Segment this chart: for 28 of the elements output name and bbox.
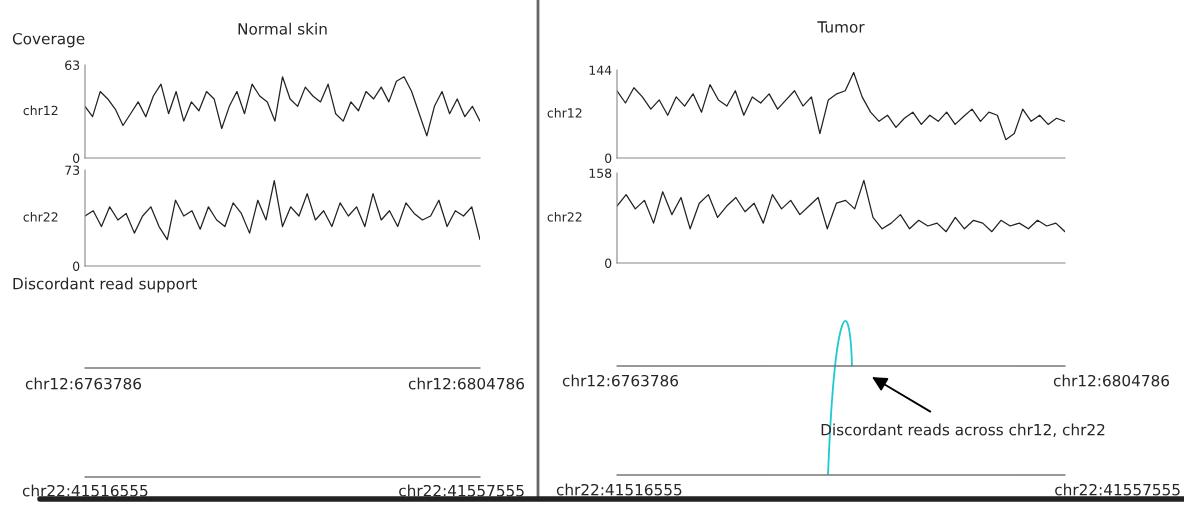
y-tick-label: 0 [73,153,80,163]
text: Coverage [12,32,85,48]
y-tick-label: 0 [605,153,612,163]
text: chr12:6763786 [25,377,142,390]
text: chr22:41557555 [1055,483,1180,496]
line-series [85,76,480,137]
text: chr12:6804786 [408,377,525,390]
chart-title: Tumor [817,21,865,33]
line-series [85,179,480,241]
y-tick-label: 144 [589,65,612,75]
line-series [617,71,1065,141]
y-tick-label: 158 [589,168,612,178]
text: chr22:41516555 [22,484,148,497]
line-series [617,179,1065,233]
text: Discordant read support [13,277,197,293]
y-tick-label: 63 [65,60,80,70]
chart-title: Normal skin [238,22,327,35]
y-tick-label: 73 [65,165,80,175]
text: chr12:6804786 [1053,374,1170,387]
text: chr22:41557555 [399,484,524,497]
y-tick-label: 0 [605,258,612,268]
text: chr22:41516555 [556,483,682,496]
y-tick-label: 0 [73,261,80,271]
y-axis-title: chr12 [547,107,582,118]
y-axis-title: chr22 [23,211,58,222]
y-axis-title: chr12 [23,105,58,116]
text: chr12:6763786 [562,374,679,387]
y-axis-title: chr22 [547,211,582,222]
